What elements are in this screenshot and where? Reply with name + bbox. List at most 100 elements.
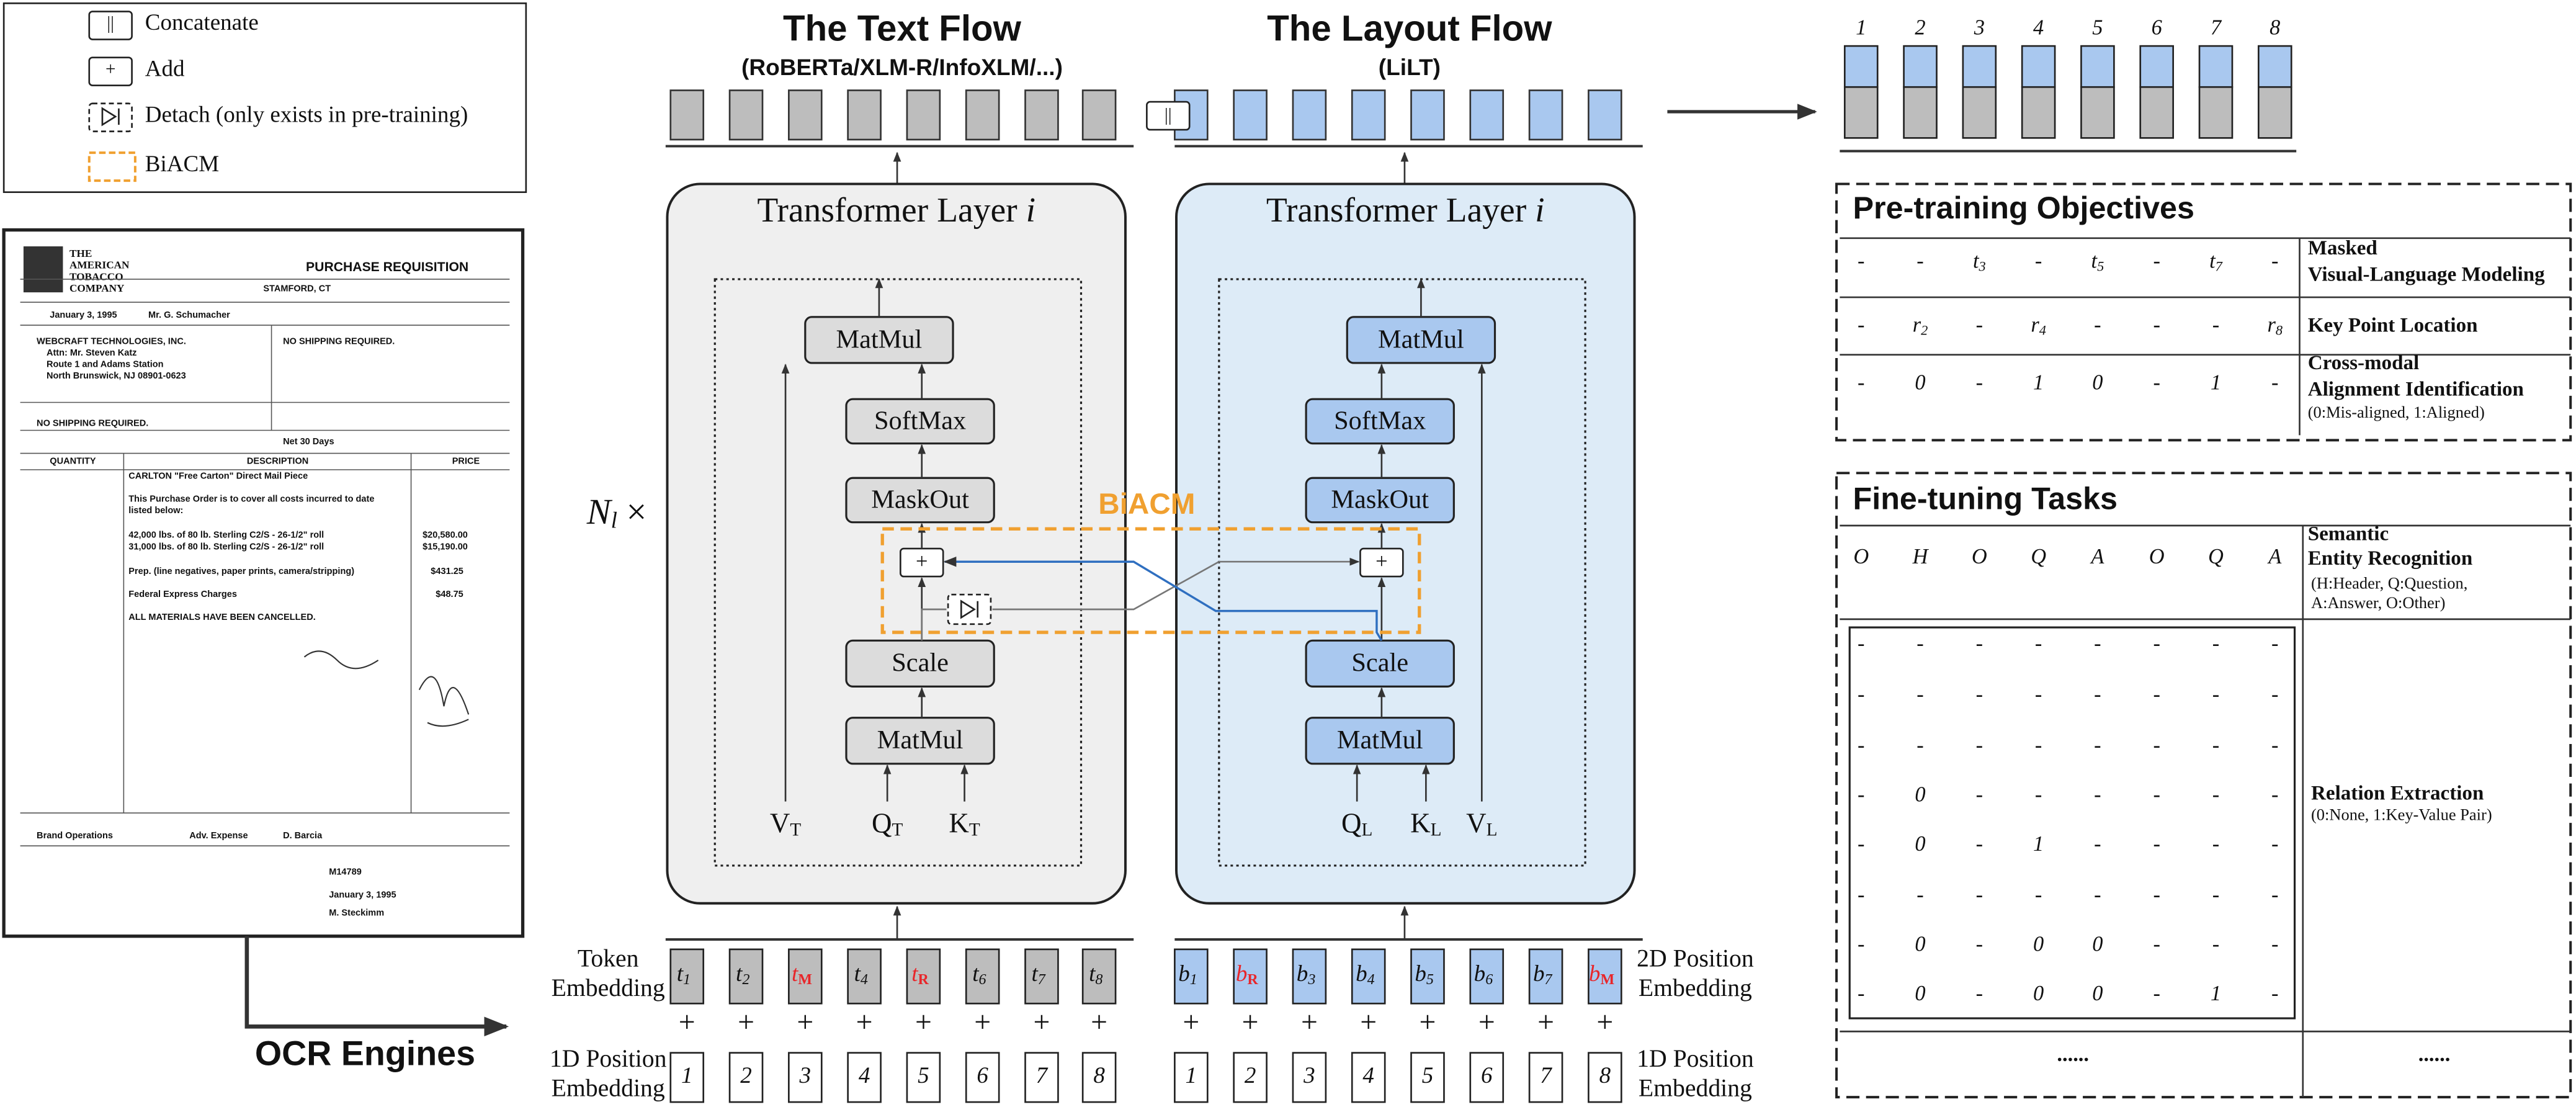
attention-region [1218, 278, 1586, 867]
embedding-token [965, 948, 1000, 1005]
document [2, 228, 525, 938]
input-label: QT [872, 808, 903, 840]
token-label: b6 [1474, 961, 1493, 988]
label-base: t [792, 961, 799, 987]
add-symbol: + [1537, 1006, 1554, 1039]
ocr-label: OCR Engines [255, 1034, 475, 1073]
label-base: t [677, 961, 684, 987]
cell: Q [2208, 545, 2224, 568]
output-token [1588, 89, 1622, 141]
label-sub: 3 [1979, 259, 1986, 274]
token-label: tR [911, 961, 929, 988]
label-sub: T [969, 820, 980, 840]
position-token [906, 1052, 941, 1103]
output-token [1469, 89, 1505, 141]
token-label: t8 [1089, 961, 1102, 988]
output-token [1024, 89, 1059, 141]
cell: - [1858, 832, 1864, 856]
token-label: t4 [854, 961, 868, 988]
cell: - [2035, 683, 2042, 706]
embedding-token [1081, 948, 1117, 1005]
label-sub: T [892, 820, 903, 840]
cell: - [2212, 932, 2219, 956]
output-position: 4 [2033, 16, 2044, 40]
embedding-token [847, 948, 882, 1005]
position-token [965, 1052, 1000, 1103]
cell: - [1858, 883, 1864, 907]
flow-title: The Text Flow [783, 9, 1022, 49]
legend-symbol: || [107, 13, 114, 33]
position-token [1528, 1052, 1563, 1103]
ellipsis: ...... [2418, 1042, 2451, 1066]
document-header: COMPANY [69, 282, 125, 294]
add-symbol: + [1034, 1006, 1050, 1039]
embedding-token [1233, 948, 1268, 1005]
label-sub: L [1431, 820, 1442, 840]
token-label: bR [1236, 961, 1259, 988]
task-note: A:Answer, O:Other) [2311, 593, 2445, 612]
cell: - [2094, 733, 2101, 757]
cross-link [943, 556, 1383, 642]
embedding-token [1292, 948, 1327, 1005]
cell: - [1858, 370, 1864, 394]
document-logo [23, 246, 63, 293]
document-text: Prep. (line negatives, paper prints, cam… [128, 567, 354, 576]
cell: 0 [1915, 370, 1925, 394]
embedding-label: 2D Position [1637, 945, 1754, 972]
label-base: t [1032, 961, 1039, 987]
token-label: tM [792, 961, 812, 988]
block-label: MatMul [877, 725, 964, 755]
cell: - [2271, 249, 2278, 272]
label-base: t [972, 961, 980, 987]
document-text: January 3, 1995 [329, 890, 396, 900]
cell: r2 [1913, 313, 1928, 338]
embedding-token [906, 948, 941, 1005]
label-sub: 5 [1426, 972, 1434, 988]
document-text: Brand Operations [37, 831, 113, 841]
output-position: 2 [1915, 16, 1925, 40]
label-sub: 1 [683, 972, 691, 988]
label-sub: 7 [2216, 259, 2223, 274]
input-label: KT [949, 808, 980, 840]
document-header: THE [69, 248, 92, 259]
legend-symbol-box [87, 151, 136, 182]
cell: - [2153, 932, 2160, 956]
add-symbol: + [974, 1006, 991, 1039]
cell: - [1976, 783, 1983, 807]
block-label: MaskOut [871, 485, 969, 514]
cell: A [2090, 545, 2104, 568]
document-text: ALL MATERIALS HAVE BEEN CANCELLED. [128, 612, 315, 622]
token-label: t1 [677, 961, 691, 988]
label-sub: R [918, 972, 929, 988]
add-symbol: + [1596, 1006, 1613, 1039]
output-token-top [2080, 45, 2115, 88]
cell: - [2094, 832, 2101, 856]
add-symbol: + [1301, 1006, 1318, 1039]
output-token-top [2198, 45, 2234, 88]
cell: - [2094, 632, 2101, 655]
label-base: t [736, 961, 743, 987]
add-symbol: + [1360, 1006, 1377, 1039]
add-symbol: + [1091, 1006, 1107, 1039]
output-token-bottom [2021, 86, 2056, 139]
output-position: 3 [1974, 16, 1985, 40]
task-label: Visual-Language Modeling [2308, 263, 2545, 285]
label-sub: 8 [1095, 972, 1102, 988]
embedding-label: Token [578, 945, 639, 972]
position-label: 3 [1303, 1063, 1315, 1088]
embedding-token [1024, 948, 1059, 1005]
position-label: 1 [1186, 1063, 1197, 1088]
cell: - [2153, 832, 2160, 856]
add-symbol: + [916, 550, 928, 573]
cell: - [2271, 370, 2278, 394]
task-label: Masked [2308, 237, 2378, 259]
cell: - [2153, 632, 2160, 655]
label-base: t [854, 961, 862, 987]
embedding-token [788, 948, 823, 1005]
finetuning-box [1835, 472, 2572, 1099]
label-base: b [1236, 961, 1248, 987]
label-sub: 1 [1190, 972, 1197, 988]
label-sub: 5 [2097, 259, 2104, 274]
output-token-top [2139, 45, 2174, 88]
output-position: 1 [1856, 16, 1866, 40]
